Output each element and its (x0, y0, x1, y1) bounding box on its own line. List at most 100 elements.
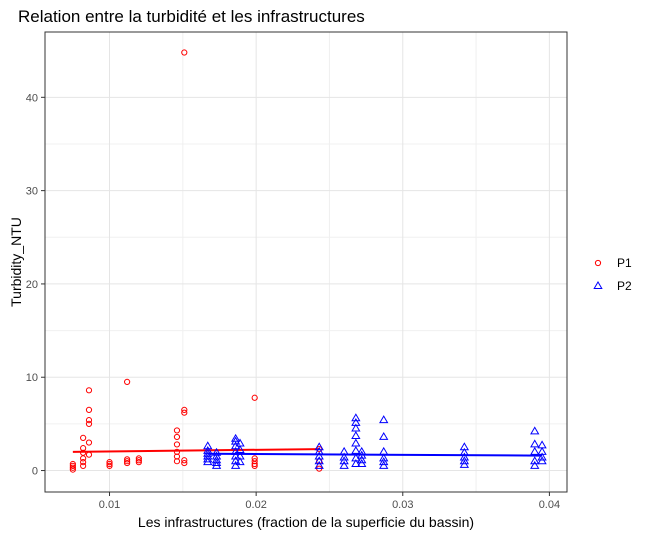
data-point (181, 459, 188, 467)
data-point (314, 451, 324, 460)
data-point (379, 446, 389, 455)
data-point (351, 417, 361, 426)
data-point (85, 417, 93, 424)
data-point (106, 460, 113, 468)
data-point (124, 459, 131, 467)
data-point (80, 449, 87, 456)
plot-border (44, 31, 568, 493)
x-axis-ticks: 0.01 0.02 0.03 0.04 (99, 492, 560, 511)
x-tick-label: 0.03 (392, 499, 413, 511)
data-point (339, 460, 349, 469)
data-point (85, 451, 93, 458)
data-point (459, 442, 470, 451)
data-point (85, 406, 93, 413)
data-point (106, 462, 113, 469)
data-point (135, 457, 142, 464)
data-point (203, 441, 213, 450)
data-point (80, 459, 87, 466)
data-point (230, 456, 241, 465)
data-point (530, 456, 540, 465)
trend-line-p1 (72, 448, 320, 453)
data-point (314, 460, 324, 469)
data-point (69, 464, 76, 471)
data-point (251, 462, 258, 469)
legend-label: P2 (617, 279, 632, 293)
data-point (85, 420, 93, 427)
data-point (314, 456, 324, 465)
data-point (530, 426, 540, 435)
chart-title: Relation entre la turbidité et les infra… (18, 7, 365, 26)
data-point (351, 445, 361, 454)
legend-key (593, 281, 603, 289)
data-point (124, 378, 131, 385)
data-point (181, 457, 188, 464)
data-point (106, 459, 113, 466)
data-point (530, 460, 540, 469)
data-point (173, 427, 181, 434)
data-point (181, 406, 188, 413)
x-tick-label: 0.01 (99, 499, 120, 511)
data-point (379, 453, 389, 462)
data-point (230, 433, 241, 442)
legend-key (594, 259, 602, 267)
data-point (351, 438, 361, 447)
trend-lines (72, 448, 543, 457)
data-point (80, 445, 87, 452)
data-point (235, 438, 245, 447)
y-axis-ticks: 0 10 20 30 40 (26, 92, 45, 478)
data-point (339, 446, 349, 455)
series-p2 (203, 413, 547, 469)
data-point (357, 446, 367, 455)
data-point (351, 431, 361, 439)
data-point (124, 456, 131, 463)
data-point (124, 458, 131, 465)
y-axis-title: Turbidity_NTU (8, 217, 24, 307)
data-point (181, 409, 188, 416)
data-point (69, 462, 76, 469)
y-tick-label: 0 (32, 466, 38, 478)
data-point (537, 452, 547, 461)
data-point (357, 455, 367, 464)
x-axis-title: Les infrastructures (fraction de la supe… (138, 514, 474, 530)
legend-item-p1: P1 (594, 256, 632, 270)
data-point (173, 448, 181, 455)
data-point (235, 457, 245, 466)
legend-item-p2: P2 (593, 279, 632, 293)
data-point (379, 431, 389, 440)
y-tick-label: 10 (26, 372, 38, 384)
data-point (173, 458, 181, 465)
data-point (173, 453, 181, 460)
data-point (85, 439, 93, 446)
data-point (69, 460, 76, 468)
data-point (85, 387, 93, 394)
legend: P1 P2 (593, 256, 632, 293)
data-point (351, 423, 361, 432)
data-point (181, 49, 188, 56)
data-point (530, 446, 540, 455)
data-point (135, 459, 142, 466)
data-point (135, 455, 142, 462)
data-point (314, 442, 324, 451)
x-tick-label: 0.04 (539, 499, 560, 511)
data-point (173, 441, 181, 448)
data-point (80, 434, 87, 441)
data-point (235, 451, 245, 460)
trend-line-p2 (207, 452, 543, 457)
data-point (537, 440, 547, 449)
data-point (235, 445, 245, 453)
y-tick-label: 20 (26, 279, 38, 291)
data-point (251, 394, 258, 401)
data-point (230, 451, 241, 460)
data-point (251, 458, 258, 465)
data-point (530, 439, 540, 448)
y-tick-label: 30 (26, 186, 38, 198)
data-point (459, 447, 470, 456)
data-point (251, 455, 258, 462)
y-tick-label: 40 (26, 92, 38, 104)
data-point (351, 413, 361, 422)
data-point (203, 445, 213, 454)
data-points (69, 49, 547, 473)
data-point (80, 462, 87, 469)
data-point (339, 452, 349, 461)
